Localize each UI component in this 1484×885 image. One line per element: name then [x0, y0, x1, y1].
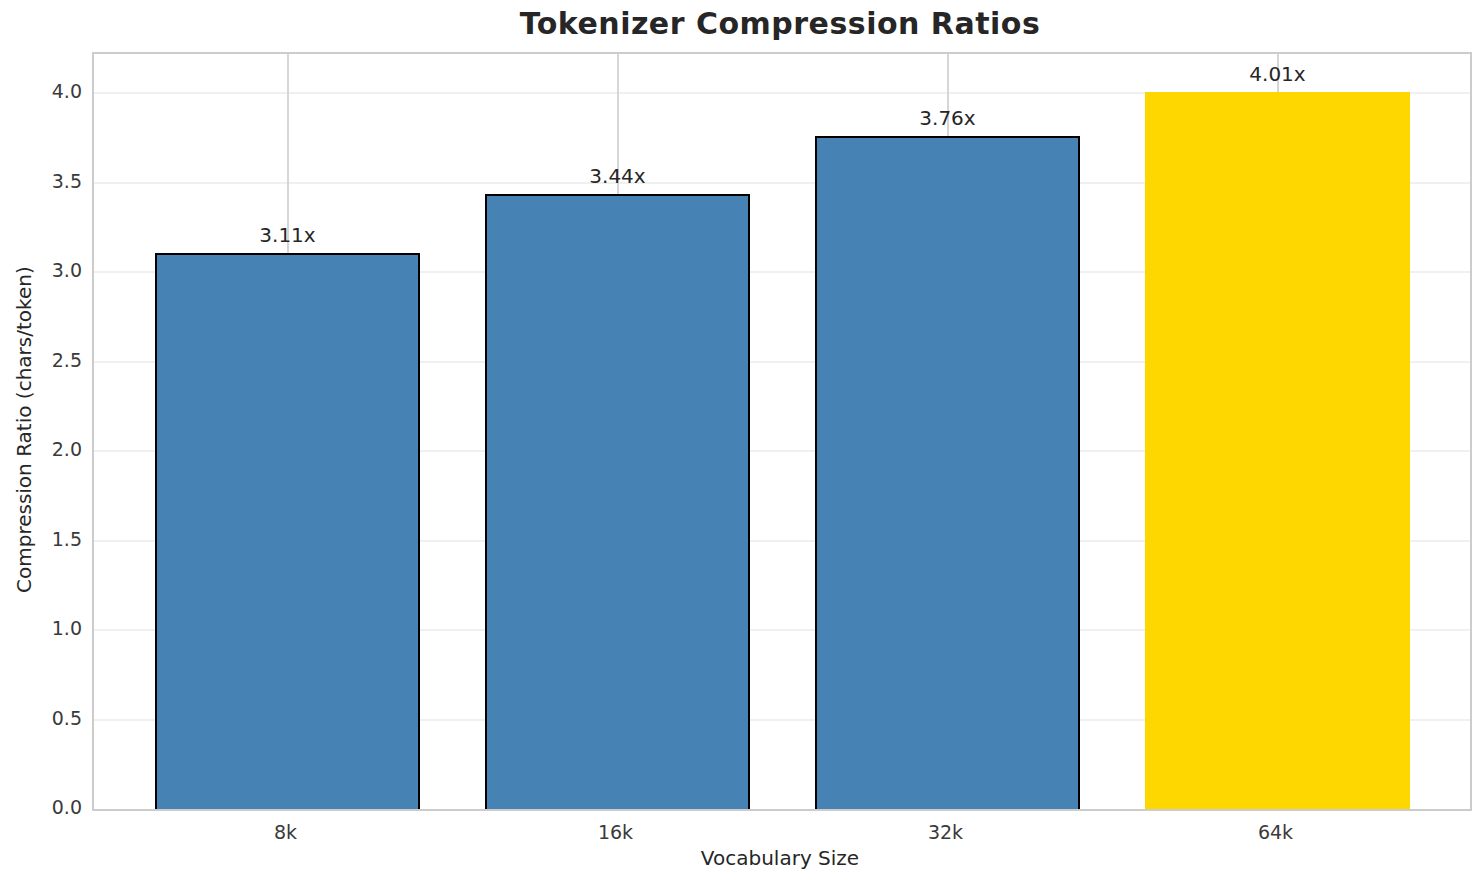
y-tick-label: 3.5: [22, 170, 82, 192]
bar-value-label: 3.44x: [589, 164, 645, 188]
bar-value-label: 4.01x: [1249, 62, 1305, 86]
y-tick-label: 1.5: [22, 528, 82, 550]
y-tick-label: 0.0: [22, 796, 82, 818]
bar-16k: [485, 194, 750, 809]
x-tick-label-16k: 16k: [598, 821, 633, 843]
x-tick-label-64k: 64k: [1258, 821, 1293, 843]
y-tick-label: 0.5: [22, 707, 82, 729]
y-tick-label: 2.0: [22, 438, 82, 460]
y-axis-label: Compression Ratio (chars/token): [8, 52, 40, 807]
bar-8k: [155, 253, 420, 809]
y-tick-label: 2.5: [22, 349, 82, 371]
y-tick-label: 4.0: [22, 80, 82, 102]
plot-area: 3.11x 3.44x 3.76x 4.01x: [92, 52, 1472, 811]
x-tick-label-32k: 32k: [928, 821, 963, 843]
bar-64k: [1145, 92, 1410, 809]
bar-value-label: 3.76x: [919, 106, 975, 130]
bar-value-label: 3.11x: [259, 223, 315, 247]
chart-title: Tokenizer Compression Ratios: [92, 6, 1468, 41]
x-axis-label: Vocabulary Size: [92, 846, 1468, 870]
figure: Tokenizer Compression Ratios Compression…: [0, 0, 1484, 885]
x-tick-label-8k: 8k: [274, 821, 297, 843]
y-tick-label: 1.0: [22, 617, 82, 639]
y-tick-label: 3.0: [22, 259, 82, 281]
bar-32k: [815, 136, 1080, 809]
